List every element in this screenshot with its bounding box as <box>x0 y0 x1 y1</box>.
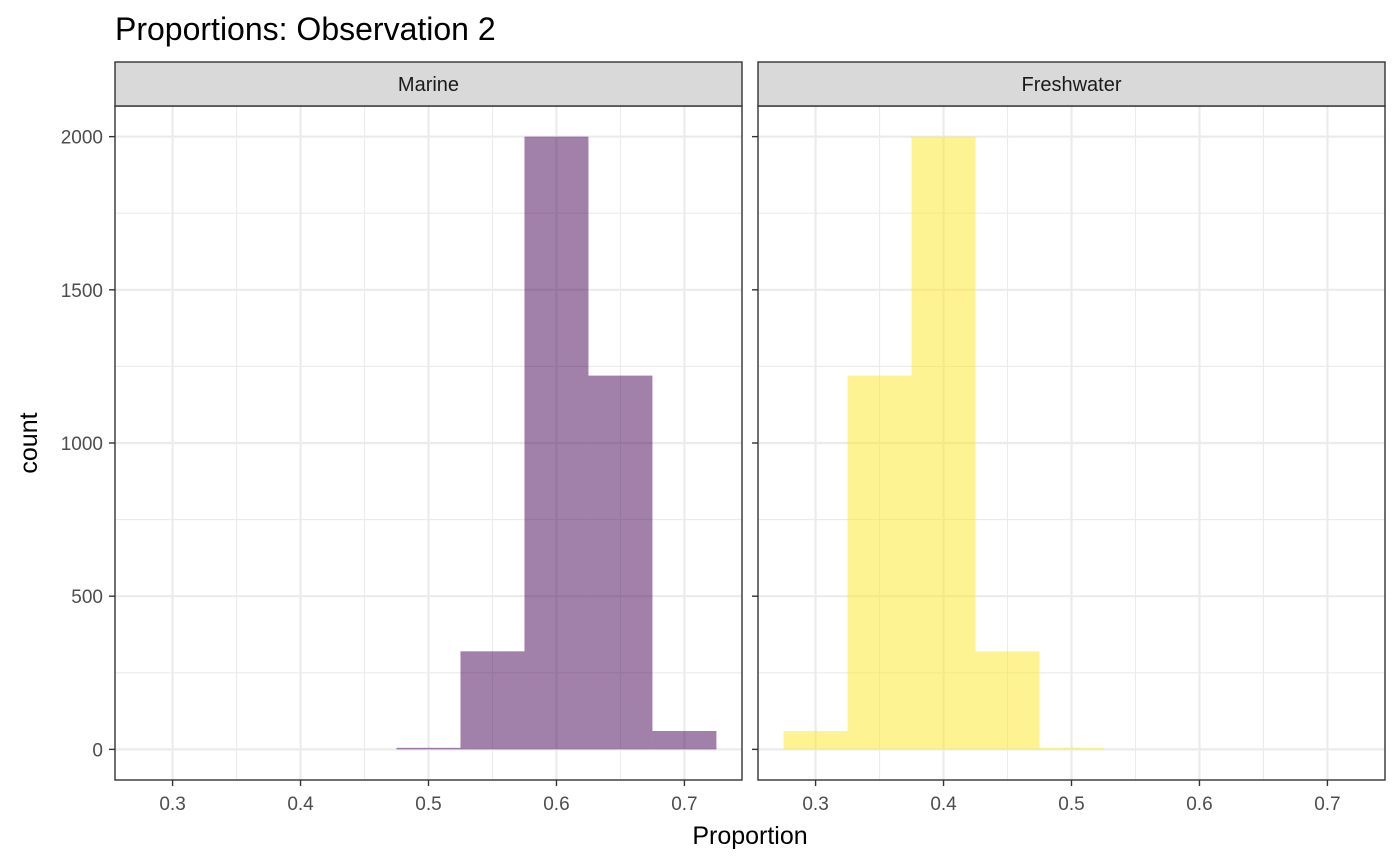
y-tick-label: 1000 <box>61 434 103 455</box>
y-tick-label: 1500 <box>61 281 103 302</box>
x-tick-label: 0.7 <box>1314 794 1340 815</box>
x-tick-label: 0.3 <box>802 794 828 815</box>
histogram-bar <box>652 730 717 750</box>
panel-freshwater: Freshwater 0.3 0.4 0.5 0.6 0.7 <box>752 61 1386 815</box>
x-tick-label: 0.6 <box>1186 794 1212 815</box>
y-tick-label: 500 <box>71 587 103 608</box>
facet-strip <box>114 61 743 107</box>
facet-strip-label: Marine <box>398 74 459 96</box>
histogram-bar <box>396 747 461 750</box>
x-tick-label: 0.5 <box>1058 794 1084 815</box>
facet-panels: Marine 0.3 0.4 0.5 0.6 0.7 Freshwater 0.3 0.4 0.5… <box>109 61 1386 815</box>
histogram-bar <box>588 375 653 750</box>
facet-strip-label: Freshwater <box>1021 74 1121 96</box>
x-tick-label: 0.4 <box>287 794 314 815</box>
histogram-bar <box>975 651 1040 750</box>
histogram-bar <box>460 651 525 750</box>
histogram-bar <box>783 730 848 750</box>
histogram-bar <box>847 375 912 750</box>
y-axis-title: count <box>15 412 43 473</box>
facet-strip <box>757 61 1386 107</box>
y-tick-label: 0 <box>92 740 103 761</box>
panel-marine: Marine 0.3 0.4 0.5 0.6 0.7 <box>109 61 743 815</box>
x-tick-label: 0.7 <box>671 794 697 815</box>
chart-title: Proportions: Observation 2 <box>115 11 496 47</box>
y-axis: 0 500 1000 1500 2000 <box>61 128 103 762</box>
histogram-bar <box>911 136 976 750</box>
x-tick-label: 0.4 <box>930 794 957 815</box>
x-tick-label: 0.6 <box>543 794 569 815</box>
x-tick-label: 0.5 <box>415 794 441 815</box>
histogram-bar <box>524 136 589 750</box>
y-tick-label: 2000 <box>61 128 103 149</box>
x-axis-title: Proportion <box>692 822 807 850</box>
histogram-bar <box>1039 747 1104 750</box>
x-tick-label: 0.3 <box>159 794 185 815</box>
